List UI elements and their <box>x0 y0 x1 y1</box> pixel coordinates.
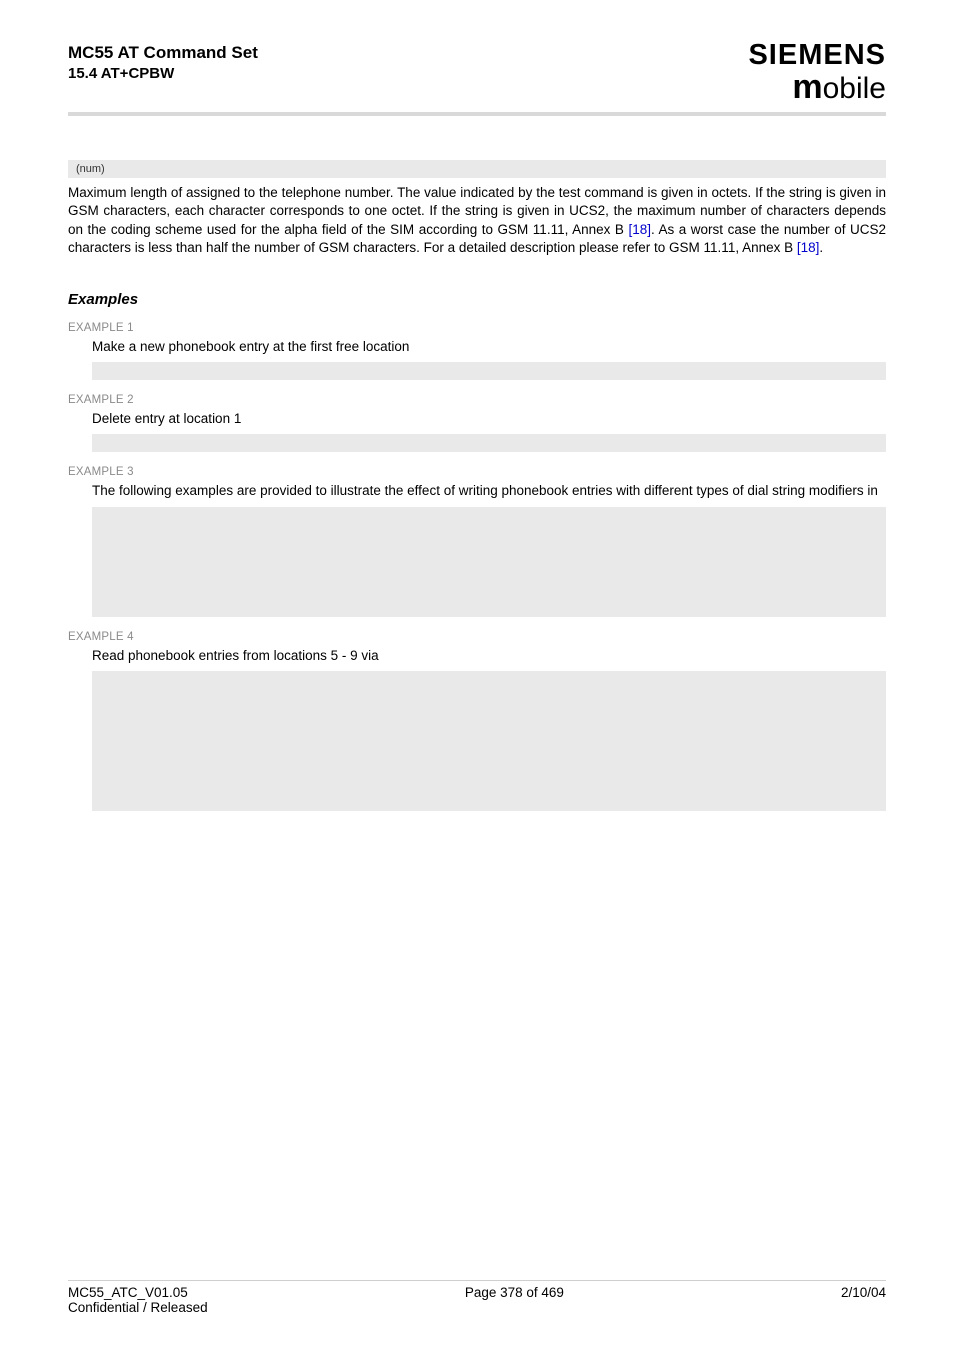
param-label: (num) <box>76 163 105 175</box>
p-seg-f: . <box>819 240 823 255</box>
example-3-label: EXAMPLE 3 <box>68 466 886 478</box>
examples-heading: Examples <box>68 291 886 308</box>
example-4-desc: Read phonebook entries from locations 5 … <box>92 647 886 665</box>
reference-link-1[interactable]: [18] <box>628 222 651 237</box>
footer-row-1: MC55_ATC_V01.05 Page 378 of 469 2/10/04 <box>68 1285 886 1300</box>
body-paragraph: Maximum length of assigned to the teleph… <box>68 184 886 257</box>
doc-title: MC55 AT Command Set <box>68 42 258 64</box>
footer-status: Confidential / Released <box>68 1300 208 1315</box>
reference-link-2[interactable]: [18] <box>797 240 820 255</box>
example-3-codebox <box>92 507 886 617</box>
header-left: MC55 AT Command Set 15.4 AT+CPBW <box>68 42 258 84</box>
footer-date: 2/10/04 <box>841 1285 886 1300</box>
example-1-label: EXAMPLE 1 <box>68 322 886 334</box>
header-rule <box>68 112 886 116</box>
parameter-block: (num) <box>68 160 886 178</box>
example-4-label: EXAMPLE 4 <box>68 631 886 643</box>
siemens-logo: SIEMENS mobile <box>748 42 886 104</box>
example-3-desc: The following examples are provided to i… <box>92 482 886 500</box>
example-1-desc: Make a new phonebook entry at the first … <box>92 338 886 356</box>
footer-row-2: Confidential / Released <box>68 1300 886 1315</box>
page-header: MC55 AT Command Set 15.4 AT+CPBW SIEMENS… <box>68 42 886 104</box>
footer-page: Page 378 of 469 <box>465 1285 564 1300</box>
p-seg-b: assigned to the telephone number. The va… <box>186 185 789 200</box>
p-seg-a: Maximum length of <box>68 185 186 200</box>
example-1-codebox <box>92 362 886 380</box>
page: MC55 AT Command Set 15.4 AT+CPBW SIEMENS… <box>0 0 954 811</box>
example-2-desc: Delete entry at location 1 <box>92 410 886 428</box>
footer-version: MC55_ATC_V01.05 <box>68 1285 188 1300</box>
example-4-codebox <box>92 671 886 811</box>
logo-siemens-text: SIEMENS <box>748 42 886 68</box>
footer-rule <box>68 1280 886 1281</box>
example-2-codebox <box>92 434 886 452</box>
page-footer: MC55_ATC_V01.05 Page 378 of 469 2/10/04 … <box>68 1280 886 1315</box>
logo-obile: obile <box>823 72 886 105</box>
logo-m: m <box>792 68 822 106</box>
doc-subtitle: 15.4 AT+CPBW <box>68 64 258 84</box>
logo-mobile-text: mobile <box>748 70 886 104</box>
content: (num) Maximum length of assigned to the … <box>68 160 886 811</box>
example-2-label: EXAMPLE 2 <box>68 394 886 406</box>
